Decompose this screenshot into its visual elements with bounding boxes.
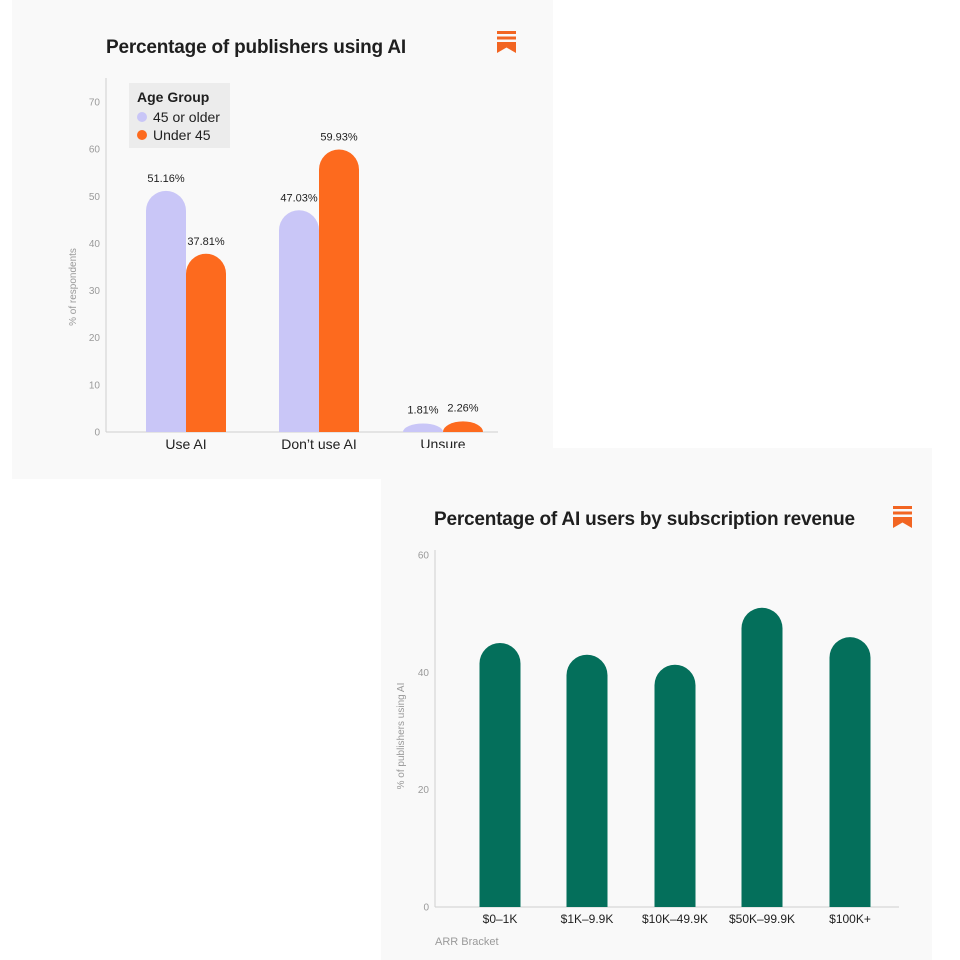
data-label: 1.81% — [407, 404, 438, 416]
x-tick-label: $50K–99.9K — [729, 912, 795, 926]
y-tick-label: 40 — [418, 668, 430, 679]
x-tick-label: $10K–49.9K — [642, 912, 708, 926]
data-label: 59.93% — [320, 131, 358, 143]
y-tick-label: 50 — [89, 192, 101, 203]
x-axis-title: ARR Bracket — [435, 936, 499, 948]
bar-older — [146, 190, 186, 432]
y-tick-label: 0 — [423, 903, 429, 914]
legend-item-under: Under 45 — [137, 126, 230, 144]
chart-legend: Age Group 45 or older Under 45 — [129, 83, 230, 148]
x-tick-label: Don’t use AI — [281, 436, 357, 452]
data-label: 2.26% — [447, 402, 478, 414]
bar — [479, 643, 521, 907]
y-tick-label: 30 — [89, 286, 101, 297]
x-tick-label: Use AI — [165, 436, 206, 452]
y-tick-label: 40 — [89, 239, 101, 250]
chart-card-revenue: Percentage of AI users by subscription r… — [381, 448, 932, 960]
bookmark-icon — [893, 506, 912, 528]
y-tick-label: 10 — [89, 380, 101, 391]
y-tick-label: 20 — [418, 785, 430, 796]
chart-title: Percentage of publishers using AI — [106, 37, 406, 58]
data-label: 47.03% — [280, 192, 318, 204]
chart-card-publishers-ai: Percentage of publishers using AI 0 10 20 3… — [12, 0, 553, 479]
y-tick-label: 60 — [89, 145, 101, 156]
legend-label: Under 45 — [153, 127, 211, 143]
chart-plot-area: 0 10 20 30 40 50 60 70 % of respondents 51.16% 37.… — [68, 78, 498, 452]
y-tick-label: 60 — [418, 551, 430, 562]
y-tick-label: 0 — [94, 428, 100, 439]
bar — [566, 654, 608, 907]
chart-title: Percentage of AI users by subscription r… — [434, 509, 855, 530]
legend-title: Age Group — [137, 89, 210, 105]
bar — [829, 637, 871, 907]
bar-under — [443, 421, 483, 432]
y-tick-label: 70 — [89, 98, 101, 109]
bar-under — [186, 253, 226, 432]
x-tick-label: $100K+ — [829, 912, 871, 926]
bar-under — [319, 149, 359, 432]
data-label: 37.81% — [187, 236, 225, 248]
y-axis-title: % of publishers using AI — [396, 683, 407, 790]
legend-swatch — [137, 130, 147, 140]
data-label: 51.16% — [147, 173, 185, 185]
legend-item-older: 45 or older — [137, 108, 230, 126]
bar-older — [403, 423, 443, 432]
legend-label: 45 or older — [153, 109, 220, 125]
chart-plot-area: 0 20 40 60 % of publishers using AI $0–1K $1K–… — [396, 550, 899, 926]
x-tick-label: $1K–9.9K — [561, 912, 614, 926]
x-tick-label: $0–1K — [483, 912, 518, 926]
bar — [654, 664, 696, 907]
legend-swatch — [137, 112, 147, 122]
y-axis-title: % of respondents — [68, 248, 79, 326]
bookmark-icon — [497, 31, 516, 53]
bar-older — [279, 210, 319, 432]
bar — [741, 607, 783, 907]
y-tick-label: 20 — [89, 333, 101, 344]
